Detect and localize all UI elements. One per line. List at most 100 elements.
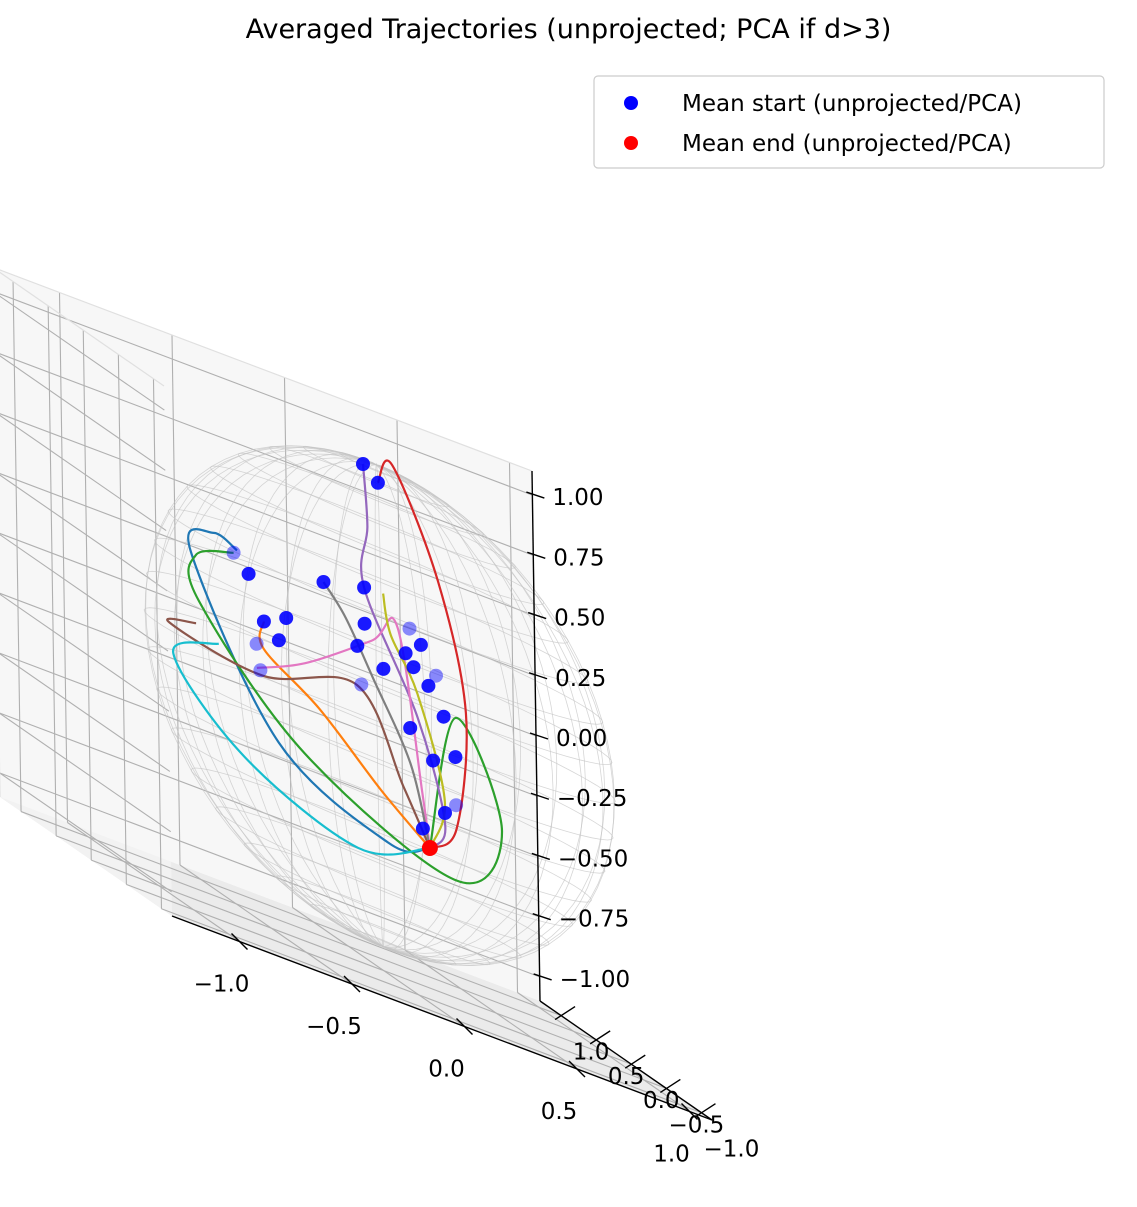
sphere-meridian [375, 464, 474, 954]
sphere-meridian [176, 447, 384, 947]
sphere-meridian [327, 464, 384, 947]
z-tick [527, 551, 546, 559]
grid-z-left [0, 534, 169, 652]
z-tick-label: −0.25 [557, 786, 627, 812]
start-point [357, 580, 372, 595]
z-tick [527, 611, 547, 620]
y-tick-label: 1.0 [573, 1040, 610, 1066]
start-point [406, 660, 421, 675]
z-tick [528, 672, 548, 680]
start-point [429, 668, 443, 683]
legend-marker-start [624, 96, 638, 110]
start-point [354, 677, 369, 692]
x-tick [568, 1060, 586, 1078]
x-tick-label: 0.0 [428, 1057, 465, 1083]
grid-z-back [0, 473, 536, 677]
start-point [449, 798, 464, 813]
sphere-meridian [375, 464, 517, 958]
legend-frame [593, 75, 1105, 169]
sphere-meridian [154, 449, 384, 947]
grid-x-floor [404, 949, 578, 1070]
grid-z-back [0, 772, 540, 978]
grid-x-floor [179, 864, 353, 985]
end-point [421, 840, 438, 856]
z-tick [529, 732, 549, 740]
grid-y-floor [20, 811, 562, 1017]
start-point [279, 611, 294, 625]
start-point [241, 566, 256, 581]
grid-z-back [0, 592, 538, 797]
grid-z-left [0, 593, 170, 712]
x-tick [343, 975, 361, 993]
grid-z-left [0, 474, 168, 592]
z-tick [532, 913, 551, 921]
legend: Mean start (unprojected/PCA) Mean end (u… [593, 75, 1105, 169]
z-tick-label: −0.50 [558, 846, 628, 872]
z-tick [531, 852, 551, 861]
sphere-meridian [145, 445, 384, 947]
grid-z-left [0, 653, 171, 772]
grid-z-left [0, 772, 172, 893]
start-point [356, 457, 370, 471]
sphere-meridian [332, 461, 384, 947]
start-point [253, 663, 268, 678]
grid-z-left [0, 414, 167, 531]
start-point [316, 575, 331, 589]
start-points [226, 457, 464, 856]
start-point [357, 616, 372, 631]
grid-z-back [0, 532, 537, 737]
start-point [448, 750, 463, 765]
x-tick-label: 0.5 [541, 1099, 578, 1125]
x-axis-line [171, 915, 713, 1121]
z-tick-label: 1.00 [552, 485, 603, 511]
start-point [403, 721, 418, 735]
trajectory-4 [360, 463, 447, 849]
trajectory-6 [256, 617, 431, 849]
y-tick [589, 1030, 611, 1045]
sphere-meridian [375, 464, 558, 954]
z-axis-line [531, 470, 541, 1002]
y-tick-label: 0.5 [608, 1064, 645, 1090]
sphere-wireframe [143, 445, 616, 966]
grid-y-floor [126, 883, 667, 1089]
start-point [271, 633, 286, 648]
grid-z-back [0, 413, 535, 617]
start-point [376, 661, 391, 676]
x-tick [231, 933, 248, 950]
sphere-meridian [280, 463, 384, 947]
trajectory-0 [187, 528, 431, 854]
grid-x-floor [292, 907, 465, 1027]
x-tick-label: 1.0 [653, 1142, 690, 1168]
trajectory-7 [322, 581, 431, 849]
pane-edge [0, 271, 165, 387]
start-point [249, 636, 264, 651]
trajectory-3 [376, 459, 468, 850]
axes: −1.0−0.50.00.51.0 −1.0−0.50.00.51.0−1.00−… [171, 470, 759, 1168]
y-tick [554, 1005, 576, 1021]
back-pane [0, 270, 540, 1001]
grid-y-floor [91, 859, 632, 1065]
trajectory-9 [172, 641, 430, 856]
y-tick-label: −0.5 [668, 1112, 724, 1138]
grid-y-floor [55, 835, 597, 1041]
start-point [421, 678, 436, 693]
sphere-meridian [375, 464, 615, 966]
sphere-meridian [375, 464, 521, 951]
grid-z-left [0, 355, 166, 471]
sphere-meridian [375, 464, 615, 965]
z-tick-label: 0.00 [556, 726, 607, 752]
sphere-meridian [156, 445, 384, 947]
grid-x-floor [67, 822, 240, 942]
sphere-meridian [202, 457, 384, 947]
legend-label-end: Mean end (unprojected/PCA) [682, 131, 1012, 157]
start-point [226, 545, 241, 560]
trajectory-5 [166, 617, 431, 849]
start-point [436, 709, 451, 724]
start-point [413, 637, 428, 652]
chart-title: Averaged Trajectories (unprojected; PCA … [245, 14, 892, 45]
start-point [398, 646, 413, 661]
grid-z-back [0, 353, 534, 556]
y-axis-line [539, 1000, 713, 1121]
grid-z-left [0, 295, 165, 411]
sphere-meridian [285, 457, 384, 947]
